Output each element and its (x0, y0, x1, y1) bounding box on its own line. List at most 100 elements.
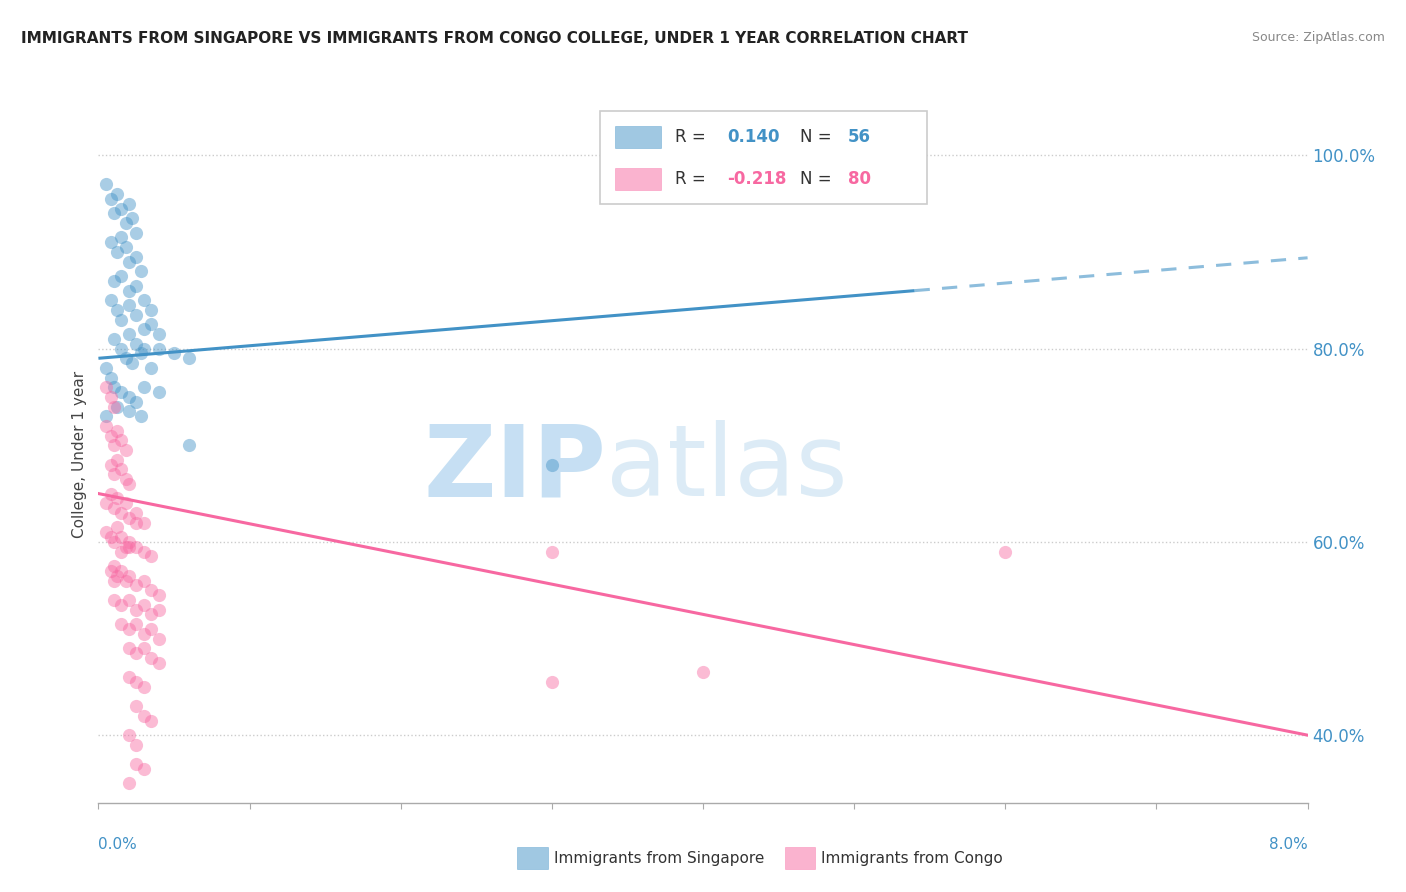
Point (125, 578, 148, 592)
Point (132, 598, 155, 612)
Point (148, 385, 170, 400)
Text: 56: 56 (848, 128, 872, 146)
Point (125, 540, 148, 554)
Point (129, 346, 152, 360)
Point (141, 622, 163, 636)
Point (100, 235, 122, 250)
Point (114, 540, 136, 554)
Point (94, 380, 117, 394)
Point (103, 559, 125, 574)
Point (110, 269, 132, 284)
Point (100, 486, 122, 500)
Point (94, 361, 117, 376)
Point (105, 452, 128, 467)
Point (541, 544, 564, 558)
Text: ZIP: ZIP (423, 420, 606, 517)
Point (994, 544, 1017, 558)
Text: Immigrants from Singapore: Immigrants from Singapore (554, 851, 765, 865)
Point (105, 491, 128, 506)
Point (100, 530, 122, 544)
Point (132, 322, 155, 336)
Bar (614, 126, 661, 148)
Text: N =: N = (800, 128, 837, 146)
Point (105, 244, 128, 259)
Point (179, 351, 201, 366)
Point (132, 380, 155, 394)
Point (110, 342, 132, 356)
Point (94, 496, 117, 510)
Point (103, 438, 125, 452)
Point (129, 264, 152, 278)
Text: 80: 80 (848, 169, 872, 187)
Point (132, 516, 155, 530)
Point (110, 506, 132, 520)
Point (148, 632, 170, 646)
Text: -0.218: -0.218 (727, 169, 786, 187)
Point (179, 438, 201, 452)
Point (103, 535, 125, 549)
Point (141, 607, 163, 622)
Point (132, 544, 155, 558)
Point (100, 458, 122, 472)
Point (148, 342, 170, 356)
Point (110, 385, 132, 400)
Point (125, 646, 148, 660)
Text: Immigrants from Congo: Immigrants from Congo (821, 851, 1002, 865)
Point (118, 535, 141, 549)
Point (110, 544, 132, 558)
Point (100, 564, 122, 578)
Point (110, 598, 132, 612)
Text: 8.0%: 8.0% (1268, 837, 1308, 852)
Point (103, 592, 125, 607)
Point (118, 568, 141, 582)
Point (105, 520, 128, 534)
Point (125, 602, 148, 616)
Point (110, 202, 132, 216)
Point (141, 361, 163, 376)
Text: atlas: atlas (606, 420, 848, 517)
Point (132, 293, 155, 308)
Text: 0.0%: 0.0% (98, 837, 138, 852)
Point (132, 342, 155, 356)
Point (121, 211, 143, 226)
Point (118, 622, 141, 636)
Point (148, 588, 170, 602)
Point (163, 346, 186, 360)
Point (118, 284, 141, 298)
Point (94, 525, 117, 540)
Point (125, 506, 148, 520)
Point (118, 670, 141, 684)
Point (100, 390, 122, 404)
Point (103, 501, 125, 516)
Point (541, 675, 564, 690)
Text: 0.140: 0.140 (727, 128, 780, 146)
Text: IMMIGRANTS FROM SINGAPORE VS IMMIGRANTS FROM CONGO COLLEGE, UNDER 1 YEAR CORRELA: IMMIGRANTS FROM SINGAPORE VS IMMIGRANTS … (21, 31, 969, 46)
Point (105, 187, 128, 202)
Point (114, 472, 136, 486)
Point (148, 327, 170, 342)
Point (114, 443, 136, 458)
Point (118, 592, 141, 607)
Text: R =: R = (675, 169, 711, 187)
Point (125, 699, 148, 714)
Point (125, 738, 148, 752)
Point (148, 656, 170, 670)
Point (103, 574, 125, 588)
Point (132, 708, 155, 723)
Point (110, 617, 132, 632)
Point (94, 419, 117, 434)
Y-axis label: College, Under 1 year: College, Under 1 year (72, 371, 87, 539)
Point (114, 240, 136, 254)
Point (114, 351, 136, 366)
Point (118, 298, 141, 312)
Point (692, 665, 714, 680)
Point (125, 308, 148, 322)
Point (94, 178, 117, 192)
Point (132, 641, 155, 656)
Point (125, 394, 148, 409)
Text: Source: ZipAtlas.com: Source: ZipAtlas.com (1251, 31, 1385, 45)
Point (141, 318, 163, 332)
Point (114, 216, 136, 230)
Point (118, 476, 141, 491)
Point (125, 516, 148, 530)
